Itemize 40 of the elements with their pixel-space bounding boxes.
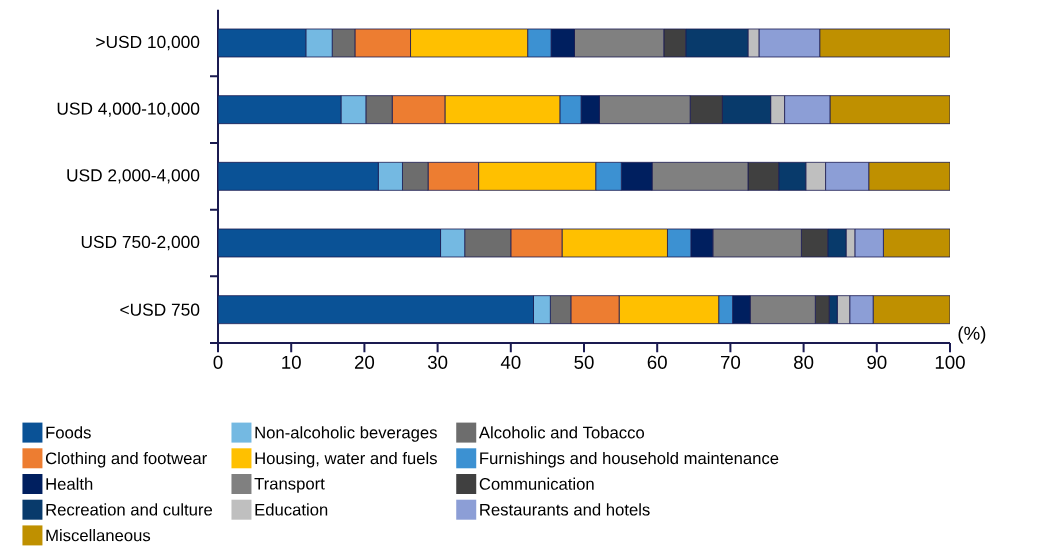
- legend-label: Transport: [254, 477, 325, 493]
- legend-label: Housing, water and fuels: [255, 451, 437, 468]
- y-tick-label: <USD 750: [120, 303, 200, 316]
- legend-label: Health: [46, 477, 93, 490]
- legend-label: Restaurants and hotels: [480, 503, 650, 516]
- bar: [218, 295, 534, 325]
- legend-label: Foods: [46, 426, 91, 439]
- legend-label: Education: [255, 503, 328, 516]
- y-tick-label: >USD 10,000: [96, 35, 200, 51]
- bar: [218, 28, 307, 58]
- bar: [218, 161, 379, 191]
- legend-label: Alcoholic and Tobacco: [478, 426, 645, 439]
- bar: [829, 95, 950, 125]
- bar: [218, 228, 441, 258]
- x-axis-title: (%): [958, 326, 986, 344]
- x-tick-label: 30: [427, 355, 448, 369]
- x-tick-label: 0: [213, 355, 223, 369]
- x-tick-label: 40: [500, 355, 521, 369]
- x-tick-label: 60: [647, 355, 667, 369]
- legend-label: Non-alcoholic beverages: [255, 426, 437, 442]
- bar: [868, 161, 950, 191]
- bar: [882, 228, 950, 258]
- x-tick-label: 100: [935, 355, 965, 369]
- x-tick-label: 20: [354, 355, 375, 369]
- legend-label: Recreation and culture: [46, 503, 213, 516]
- y-tick-label: USD 4,000-10,000: [57, 102, 200, 117]
- x-tick-label: 50: [574, 355, 594, 369]
- bar: [218, 95, 342, 125]
- y-tick-label: USD 750-2,000: [81, 235, 200, 251]
- bar: [872, 295, 950, 325]
- legend-label: Furnishings and household maintenance: [480, 451, 779, 468]
- legend-label: Communication: [479, 477, 594, 490]
- y-tick-label: USD 2,000-4,000: [67, 169, 200, 184]
- x-tick-label: 10: [282, 355, 301, 369]
- x-tick-label: 80: [794, 355, 814, 369]
- legend-label: Miscellaneous: [46, 529, 151, 542]
- bar: [819, 28, 950, 58]
- x-tick-label: 90: [867, 355, 887, 369]
- x-tick-label: 70: [720, 355, 741, 369]
- legend-label: Clothing and footwear: [45, 451, 207, 468]
